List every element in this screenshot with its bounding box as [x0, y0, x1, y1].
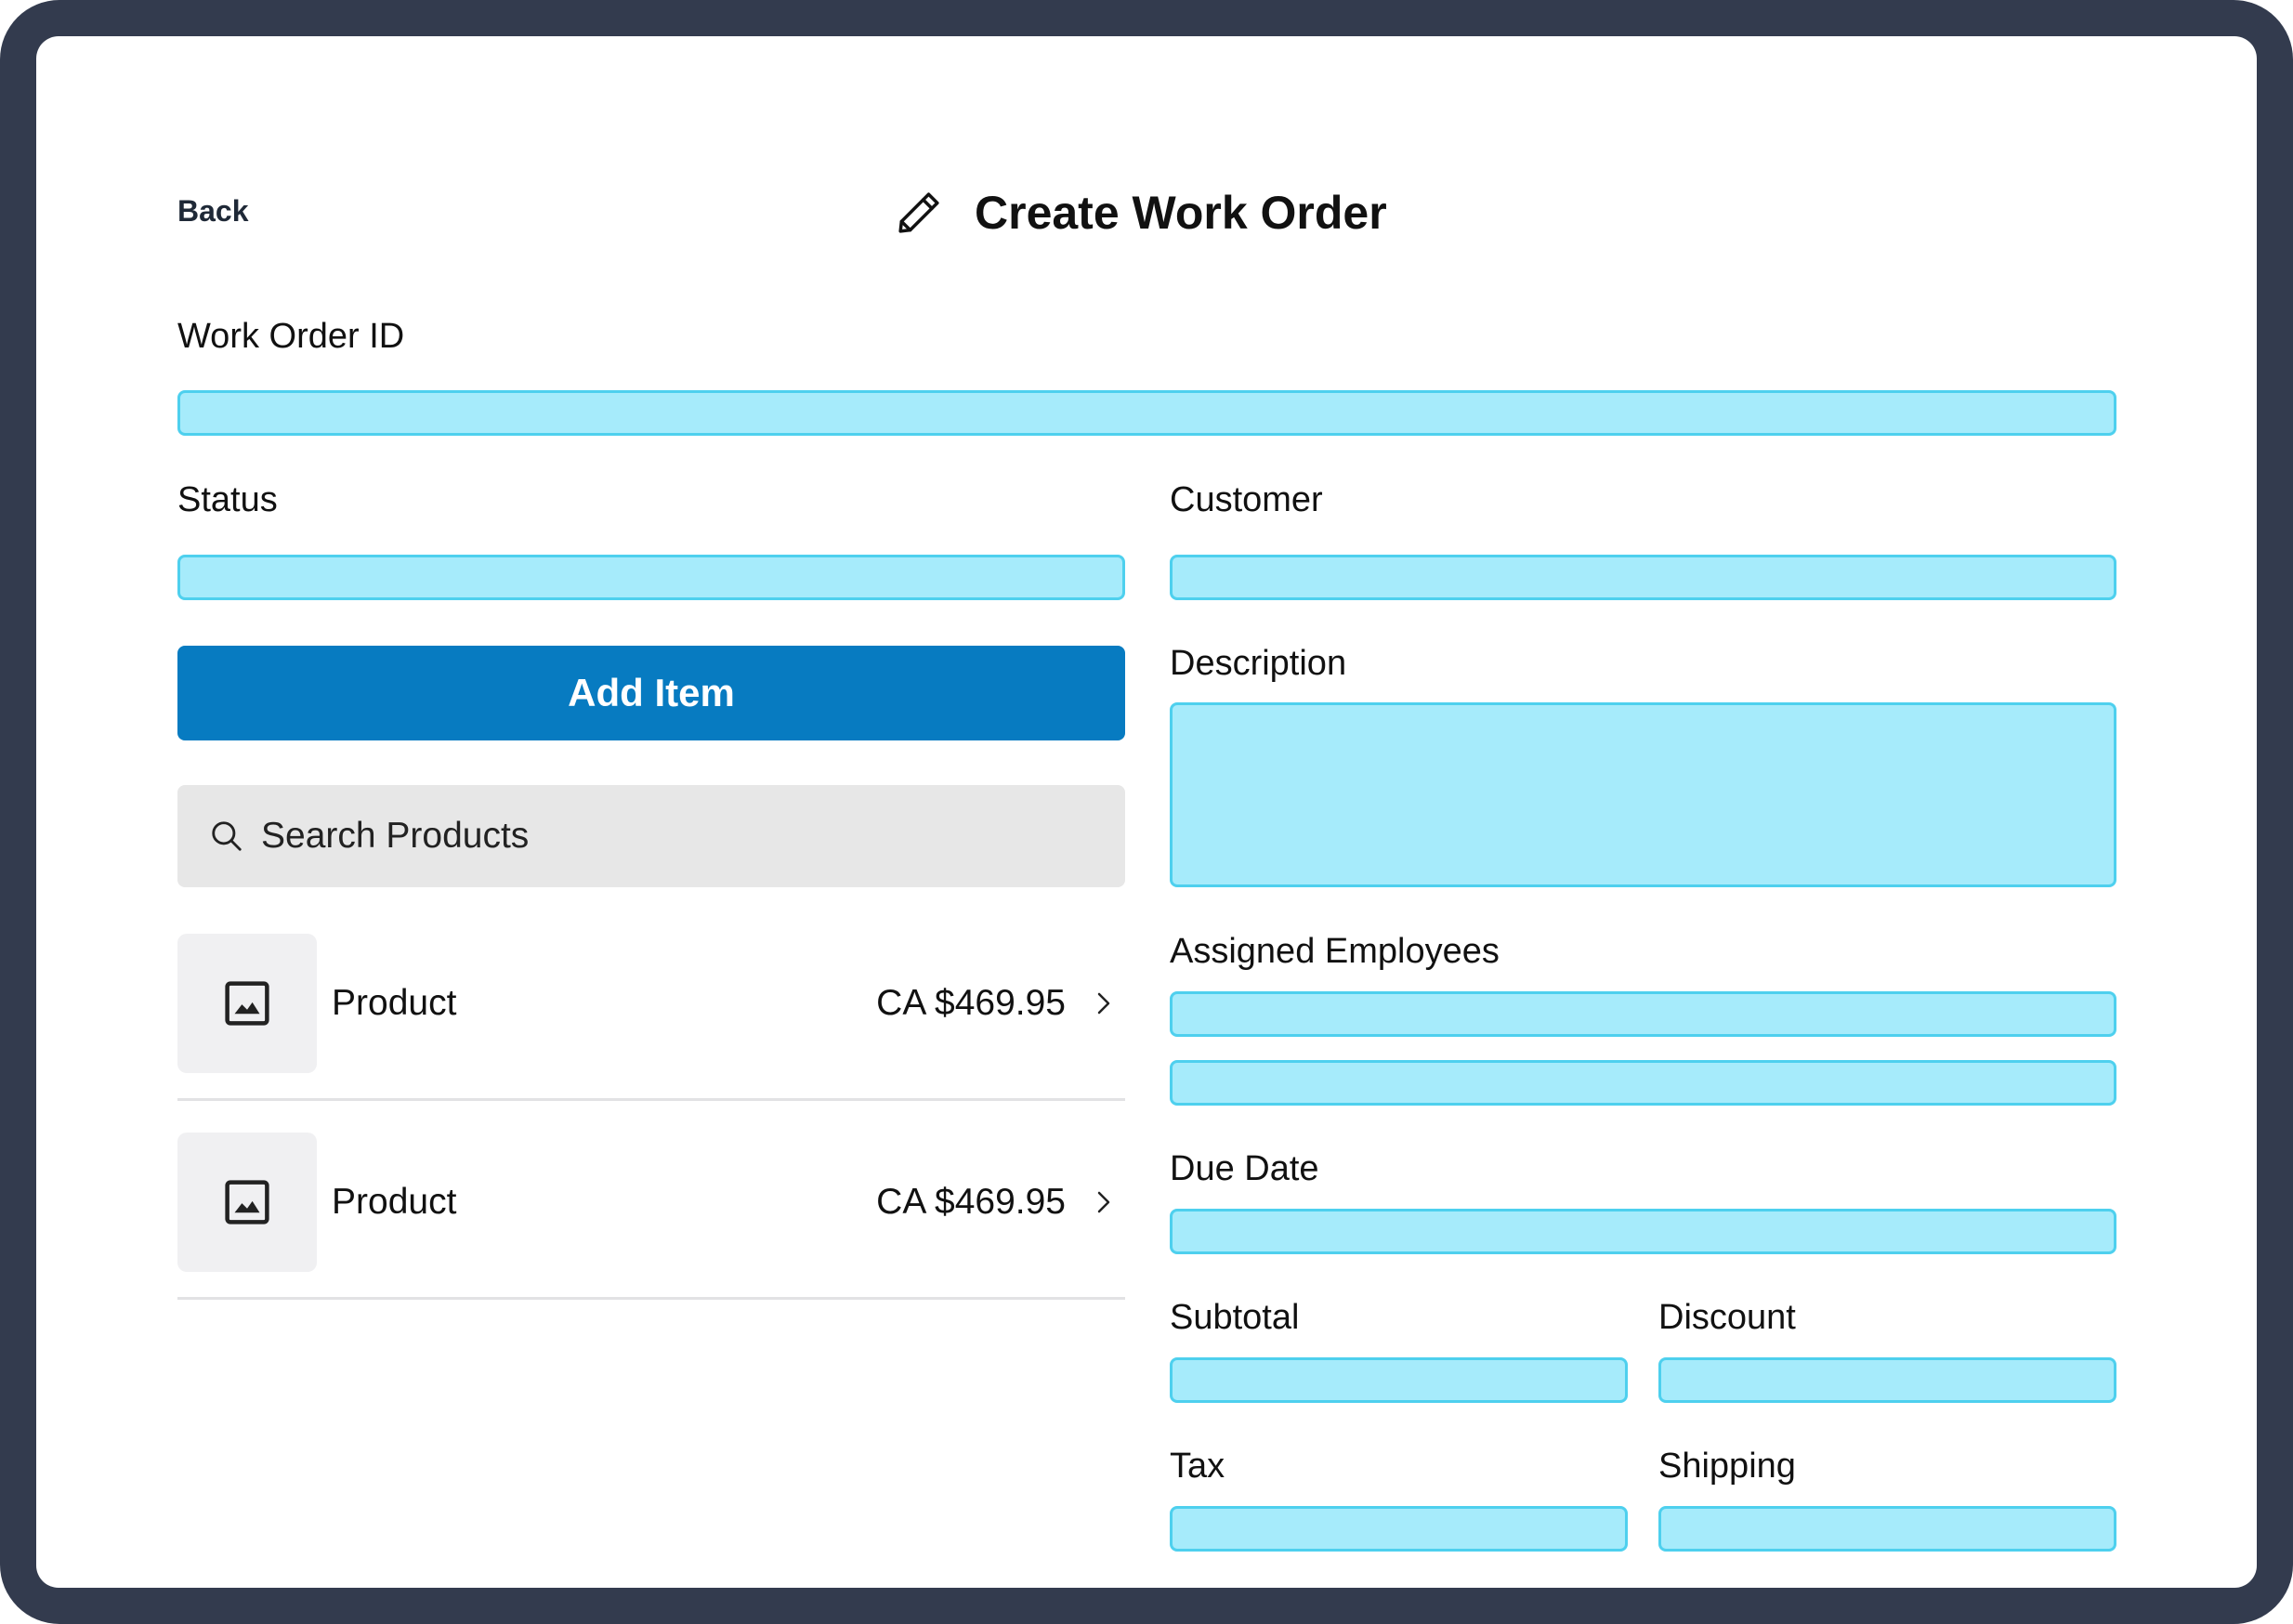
image-icon: [222, 1177, 272, 1227]
product-thumbnail: [177, 1133, 317, 1272]
add-item-button[interactable]: Add Item: [177, 646, 1125, 740]
image-icon: [222, 978, 272, 1028]
product-thumbnail: [177, 934, 317, 1073]
divider: [177, 1098, 1125, 1101]
due-date-label: Due Date: [1170, 1149, 1319, 1188]
description-textarea[interactable]: [1170, 702, 2116, 887]
back-button[interactable]: Back: [177, 194, 249, 228]
subtotal-field[interactable]: [1170, 1357, 1628, 1403]
shipping-field[interactable]: [1658, 1506, 2116, 1552]
assigned-employees-label: Assigned Employees: [1170, 932, 1500, 971]
tax-field[interactable]: [1170, 1506, 1628, 1552]
customer-field[interactable]: [1170, 555, 2116, 600]
product-list-item[interactable]: Product CA $469.95: [177, 934, 1125, 1073]
pencil-icon: [893, 187, 945, 239]
search-icon: [209, 819, 244, 854]
discount-label: Discount: [1658, 1298, 1796, 1337]
subtotal-label: Subtotal: [1170, 1298, 1300, 1337]
chevron-right-icon: [1090, 1188, 1118, 1216]
page-header: Create Work Order: [893, 180, 1387, 245]
status-label: Status: [177, 480, 278, 519]
discount-field[interactable]: [1658, 1357, 2116, 1403]
due-date-field[interactable]: [1170, 1209, 2116, 1254]
description-label: Description: [1170, 644, 1347, 683]
search-placeholder: Search Products: [261, 816, 530, 856]
app-screen: Back Create Work Order Work Order ID Sta…: [36, 36, 2257, 1588]
search-products-input[interactable]: Search Products: [177, 785, 1125, 887]
status-field[interactable]: [177, 555, 1125, 600]
work-order-id-field[interactable]: [177, 390, 2116, 436]
chevron-right-icon: [1090, 989, 1118, 1017]
tax-label: Tax: [1170, 1447, 1225, 1486]
product-list-item[interactable]: Product CA $469.95: [177, 1133, 1125, 1272]
product-name: Product: [332, 983, 457, 1023]
work-order-id-label: Work Order ID: [177, 317, 405, 356]
shipping-label: Shipping: [1658, 1447, 1796, 1486]
assigned-employee-field-2[interactable]: [1170, 1060, 2116, 1106]
assigned-employee-field-1[interactable]: [1170, 991, 2116, 1037]
page-title: Create Work Order: [975, 187, 1387, 239]
product-name: Product: [332, 1182, 457, 1222]
divider: [177, 1297, 1125, 1300]
customer-label: Customer: [1170, 480, 1323, 519]
product-price: CA $469.95: [876, 983, 1066, 1023]
product-price: CA $469.95: [876, 1182, 1066, 1222]
